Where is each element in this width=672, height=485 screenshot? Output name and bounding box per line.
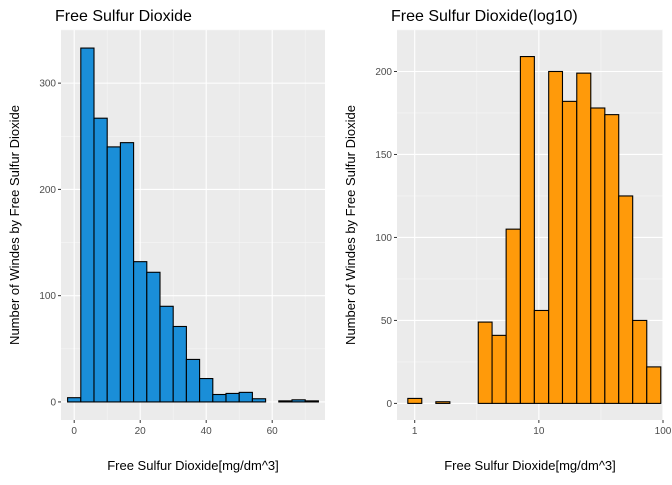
histogram-bar <box>146 271 161 403</box>
histogram-bar <box>212 393 227 403</box>
histogram-bar <box>106 146 121 403</box>
y-tick-label: 50 <box>381 316 393 327</box>
x-tick-label: 60 <box>267 426 279 437</box>
histogram-bar <box>93 117 108 403</box>
y-tick-label: 200 <box>375 67 392 78</box>
histogram-bar <box>491 334 507 404</box>
histogram-bar <box>251 398 267 403</box>
histogram-bar <box>519 56 535 404</box>
histogram-bar <box>159 305 174 403</box>
histogram-bar <box>133 261 148 403</box>
x-axis-label: Free Sulfur Dioxide[mg/dm^3] <box>444 458 616 473</box>
histogram-bar <box>185 358 201 403</box>
y-tick-label: 300 <box>39 79 56 90</box>
histogram-bar <box>435 401 451 404</box>
y-tick-label: 150 <box>375 150 392 161</box>
y-tick-label: 0 <box>386 399 392 410</box>
histogram-bar <box>238 391 253 403</box>
chart-title: Free Sulfur Dioxide(log10) <box>391 8 578 25</box>
histogram-bar <box>304 400 319 403</box>
x-tick-label: 0 <box>71 426 77 437</box>
histogram-bar <box>172 325 187 403</box>
y-tick-label: 200 <box>39 185 56 196</box>
x-tick-label: 20 <box>135 426 147 437</box>
histogram-bar <box>646 366 662 404</box>
histogram-bar <box>199 378 214 403</box>
x-tick-label: 1 <box>412 426 418 437</box>
histogram-right-log10: 0 50 100 150 200 1 10 100 Free Sulfur Dioxide(lo… <box>343 8 672 473</box>
histogram-bar <box>225 392 240 403</box>
histogram-bar <box>477 321 493 404</box>
histogram-bar <box>278 400 293 403</box>
y-tick-label: 100 <box>375 233 392 244</box>
histogram-bar <box>67 397 82 403</box>
histogram-bar <box>548 70 564 404</box>
histogram-bar <box>590 107 606 404</box>
y-tick-label: 100 <box>39 291 56 302</box>
histogram-bar <box>80 47 95 403</box>
histogram-left: 0 100 200 300 0 20 40 60 Free Sulfur Dioxide Free… <box>7 8 325 473</box>
histogram-bar <box>604 114 620 404</box>
x-tick-label: 10 <box>533 426 545 437</box>
histogram-bar <box>407 397 423 404</box>
histogram-bar <box>505 228 521 404</box>
histogram-bar <box>576 72 592 404</box>
y-axis-label: Number of Windes by Free Sulfur Dioxide <box>343 105 358 345</box>
x-tick-label: 100 <box>655 426 672 437</box>
x-tick-label: 40 <box>201 426 213 437</box>
y-tick-label: 0 <box>50 397 56 408</box>
histogram-bar <box>561 100 578 404</box>
histogram-bar <box>618 195 634 404</box>
x-axis-label: Free Sulfur Dioxide[mg/dm^3] <box>107 458 279 473</box>
histogram-bar <box>291 399 306 403</box>
chart-title: Free Sulfur Dioxide <box>55 8 192 25</box>
y-axis-label: Number of Windes by Free Sulfur Dioxide <box>7 105 22 345</box>
histogram-bar <box>119 142 135 403</box>
histogram-bar <box>632 319 648 404</box>
histogram-bar <box>533 309 550 404</box>
